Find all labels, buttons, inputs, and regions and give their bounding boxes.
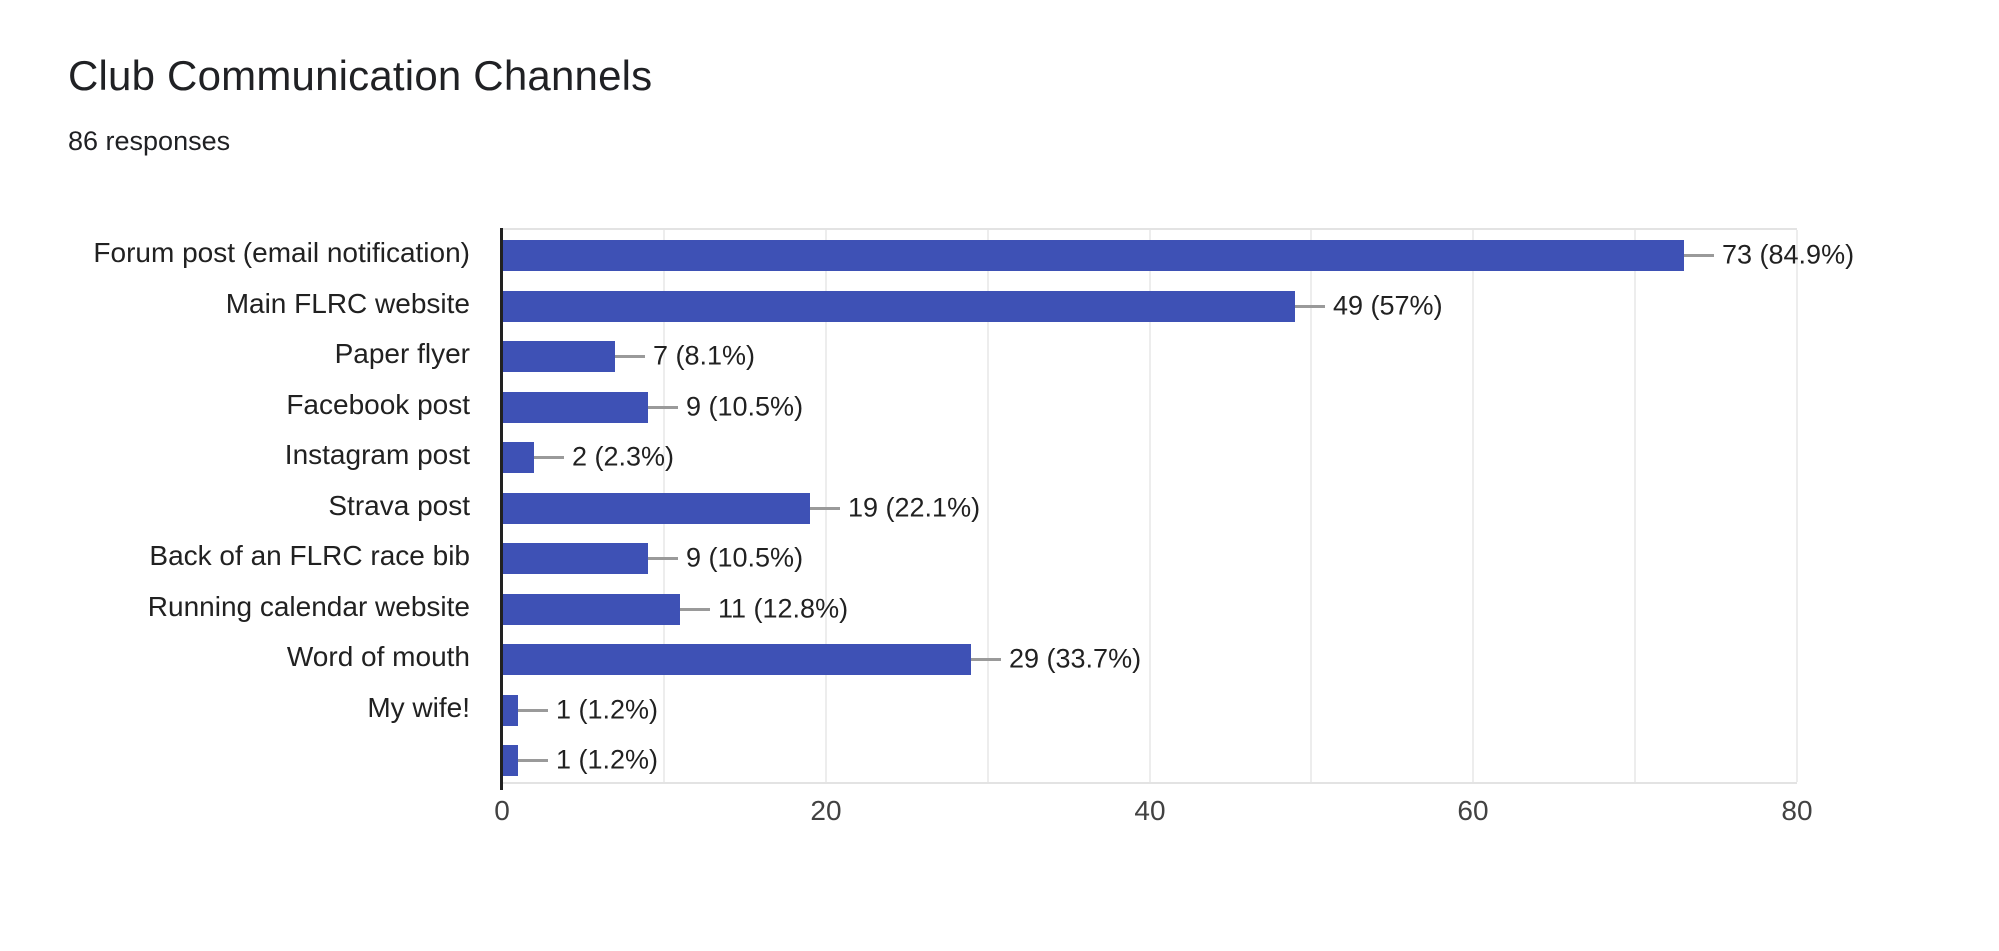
leader-line bbox=[648, 557, 678, 560]
bar-row: 11 (12.8%) bbox=[502, 584, 1797, 634]
bar-value-label: 49 (57%) bbox=[1333, 290, 1443, 321]
gridline-40 bbox=[1149, 230, 1151, 782]
x-tick-label-60: 60 bbox=[1457, 795, 1489, 826]
gridline-60 bbox=[1472, 230, 1474, 782]
leader-line bbox=[648, 406, 678, 409]
bar-row: 29 (33.7%) bbox=[502, 634, 1797, 684]
bar-Main FLRC website bbox=[502, 291, 1295, 322]
bar-Forum post (email notification) bbox=[502, 240, 1684, 271]
bar-row: 49 (57%) bbox=[502, 281, 1797, 331]
category-label: My wife! bbox=[367, 692, 470, 723]
leader-line bbox=[518, 709, 548, 712]
leader-line bbox=[680, 608, 710, 611]
bar-value-label: 11 (12.8%) bbox=[718, 593, 849, 624]
bar-Paper flyer bbox=[502, 341, 615, 372]
x-tick-label-0: 0 bbox=[494, 795, 510, 826]
response-count: 86 responses bbox=[68, 126, 231, 156]
bar-value-label: 29 (33.7%) bbox=[1009, 643, 1142, 674]
category-label: Running calendar website bbox=[147, 591, 470, 622]
bar-value-label: 19 (22.1%) bbox=[848, 492, 981, 523]
gridline-20 bbox=[825, 230, 827, 782]
category-axis-labels: Forum post (email notification) Main FLRC… bbox=[0, 228, 470, 784]
leader-line bbox=[1295, 305, 1325, 308]
category-label: Paper flyer bbox=[334, 338, 470, 369]
bar-value-label: 73 (84.9%) bbox=[1722, 239, 1855, 270]
gridline-50 bbox=[1310, 230, 1312, 782]
bar-row: 9 (10.5%) bbox=[502, 533, 1797, 583]
category-label: Forum post (email notification) bbox=[93, 237, 470, 268]
leader-line bbox=[1684, 254, 1714, 257]
gridline-70 bbox=[1634, 230, 1636, 782]
plot-area: 73 (84.9%) 49 (57%) 7 (8.1%) 9 (10.5%) 2 (2.… bbox=[502, 228, 1854, 785]
leader-line bbox=[810, 507, 840, 510]
bar-My wife! bbox=[502, 695, 518, 726]
gridline-30 bbox=[987, 230, 989, 782]
category-label: Main FLRC website bbox=[225, 288, 470, 319]
leader-line bbox=[518, 759, 548, 762]
leader-line bbox=[534, 456, 564, 459]
bar-value-label: 7 (8.1%) bbox=[653, 340, 756, 371]
leader-line bbox=[971, 658, 1001, 661]
bar-value-label: 2 (2.3%) bbox=[572, 441, 675, 472]
bar-value-label: 1 (1.2%) bbox=[556, 694, 659, 725]
gridline-80 bbox=[1796, 230, 1798, 782]
y-axis-line bbox=[500, 228, 503, 790]
category-label: Strava post bbox=[328, 490, 470, 521]
category-label bbox=[0, 733, 470, 783]
bar-Facebook post bbox=[502, 392, 648, 423]
bar-value-label: 1 (1.2%) bbox=[556, 744, 659, 775]
bar-Running calendar website bbox=[502, 594, 680, 625]
leader-line bbox=[615, 355, 645, 358]
bar-row: 1 (1.2%) bbox=[502, 685, 1797, 735]
bar-Word of mouth bbox=[502, 644, 971, 675]
bar-Strava post bbox=[502, 493, 810, 524]
bar-value-label: 9 (10.5%) bbox=[686, 542, 804, 573]
bar-row: 1 (1.2%) bbox=[502, 735, 1797, 785]
bar-unlabeled bbox=[502, 745, 518, 776]
x-tick-label-40: 40 bbox=[1134, 795, 1166, 826]
bar-Instagram post bbox=[502, 442, 534, 473]
x-tick-label-80: 80 bbox=[1781, 795, 1813, 826]
bar-row: 73 (84.9%) bbox=[502, 230, 1854, 280]
category-label: Word of mouth bbox=[286, 641, 470, 672]
bar-row: 2 (2.3%) bbox=[502, 432, 1797, 482]
bar-value-label: 9 (10.5%) bbox=[686, 391, 804, 422]
x-tick-label-20: 20 bbox=[810, 795, 842, 826]
bar-row: 7 (8.1%) bbox=[502, 331, 1797, 381]
bar-row: 9 (10.5%) bbox=[502, 382, 1797, 432]
chart-title: Club Communication Channels bbox=[68, 52, 653, 99]
category-label: Instagram post bbox=[284, 439, 470, 470]
bar-Back of an FLRC race bib bbox=[502, 543, 648, 574]
category-label: Facebook post bbox=[286, 389, 470, 420]
bar-row: 19 (22.1%) bbox=[502, 483, 1797, 533]
category-label: Back of an FLRC race bib bbox=[149, 540, 470, 571]
x-axis: 0 20 40 60 80 bbox=[0, 795, 1999, 845]
